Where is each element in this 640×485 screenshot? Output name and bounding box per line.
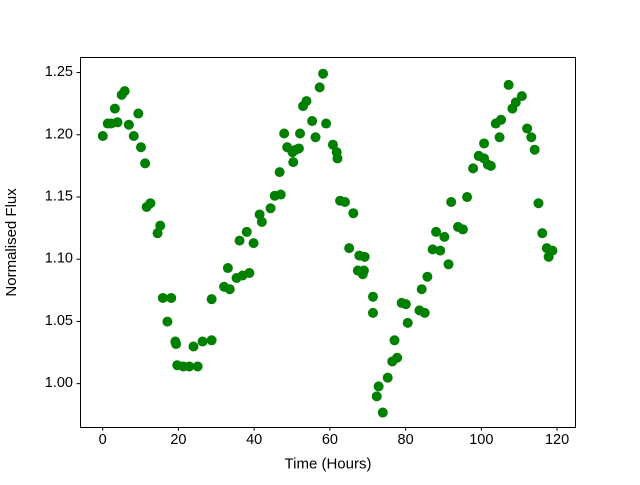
svg-text:60: 60	[322, 432, 338, 448]
svg-text:40: 40	[246, 432, 262, 448]
svg-text:0: 0	[99, 432, 107, 448]
svg-text:120: 120	[545, 432, 569, 448]
svg-text:80: 80	[398, 432, 414, 448]
svg-text:1.15: 1.15	[45, 188, 73, 204]
svg-text:1.20: 1.20	[45, 126, 73, 142]
svg-text:1.10: 1.10	[45, 251, 73, 267]
svg-text:Time (Hours): Time (Hours)	[285, 456, 372, 473]
svg-text:1.00: 1.00	[45, 375, 73, 391]
svg-text:100: 100	[469, 432, 493, 448]
svg-text:20: 20	[170, 432, 186, 448]
svg-text:Normalised Flux: Normalised Flux	[3, 188, 20, 297]
svg-text:1.05: 1.05	[45, 313, 73, 329]
svg-text:1.25: 1.25	[45, 64, 73, 80]
